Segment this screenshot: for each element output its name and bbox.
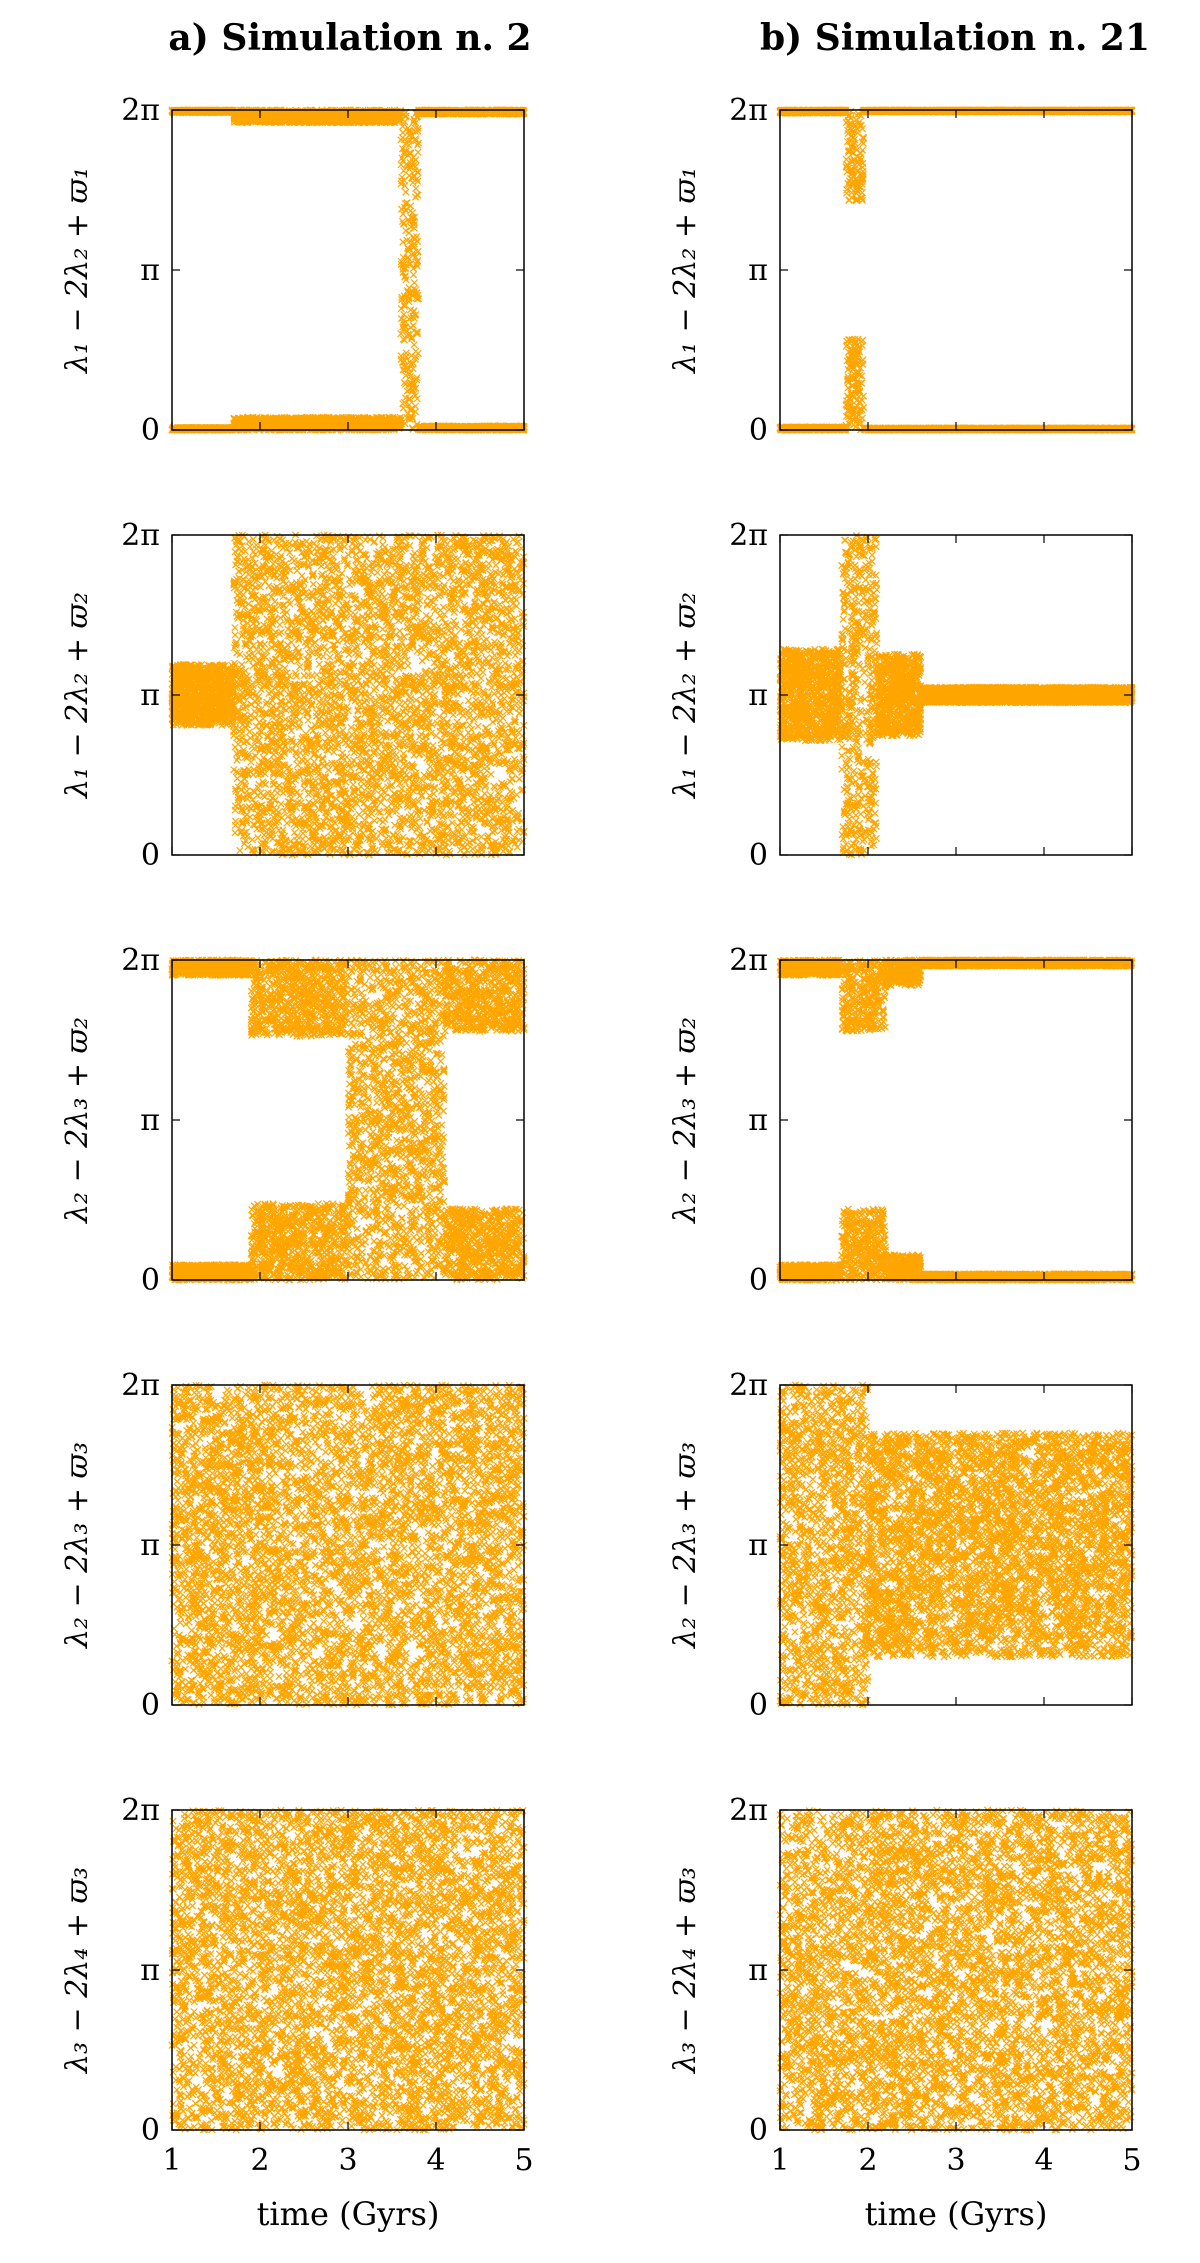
y-tick-label: π bbox=[748, 1528, 768, 1563]
y-tick-label: 2π bbox=[121, 1793, 160, 1828]
x-tick-label: 2 bbox=[858, 2143, 877, 2178]
panel-a-1: 0 π 2π λ₁ − 2λ₂ + ϖ₁ bbox=[60, 93, 528, 448]
y-tick-label: π bbox=[140, 1528, 160, 1563]
y-tick-label: π bbox=[748, 1103, 768, 1138]
plot-frame bbox=[779, 109, 1133, 431]
panel-a-4: 0 π 2π λ₂ − 2λ₃ + ϖ₃ bbox=[60, 1368, 528, 1723]
panel-b-5: 0 π 2π 1 2 3 4 5 λ₃ − 2λ₄ + ϖ₃ time (Gyrs) bbox=[668, 1793, 1142, 2233]
y-tick-label: 2π bbox=[121, 93, 160, 128]
series-a-1 bbox=[168, 106, 528, 434]
y-tick-label: 2π bbox=[729, 1368, 768, 1403]
y-tick-label: π bbox=[140, 1953, 160, 1988]
x-tick-label: 4 bbox=[426, 2143, 445, 2178]
y-axis-label: λ₂ − 2λ₃ + ϖ₂ bbox=[668, 1017, 703, 1224]
scatter-points bbox=[168, 531, 528, 859]
panel-b-3: 0 π 2π λ₂ − 2λ₃ + ϖ₂ bbox=[668, 943, 1136, 1298]
y-axis-label: λ₁ − 2λ₂ + ϖ₂ bbox=[60, 592, 95, 799]
y-tick-label: π bbox=[748, 678, 768, 713]
y-tick-label: 2π bbox=[729, 93, 768, 128]
series-b-2 bbox=[776, 531, 1136, 859]
x-tick-label: 1 bbox=[162, 2143, 181, 2178]
y-tick-label: π bbox=[140, 1103, 160, 1138]
y-tick-label: 0 bbox=[749, 1263, 768, 1298]
y-axis-label: λ₃ − 2λ₄ + ϖ₃ bbox=[60, 1867, 95, 2074]
y-tick-label: 2π bbox=[729, 518, 768, 553]
x-tick-label: 3 bbox=[946, 2143, 965, 2178]
x-tick-label: 4 bbox=[1034, 2143, 1053, 2178]
series-b-5 bbox=[776, 1806, 1136, 2134]
series-b-1 bbox=[776, 106, 1136, 434]
y-tick-label: 0 bbox=[749, 838, 768, 873]
x-axis-label: time (Gyrs) bbox=[257, 2195, 440, 2233]
y-tick-label: 2π bbox=[121, 1368, 160, 1403]
y-tick-label: 0 bbox=[749, 1688, 768, 1723]
panel-b-1: 0 π 2π λ₁ − 2λ₂ + ϖ₁ bbox=[668, 93, 1136, 448]
scatter-points bbox=[776, 956, 1136, 1284]
column-title-b: b) Simulation n. 21 bbox=[760, 17, 1150, 59]
x-tick-label: 5 bbox=[514, 2143, 533, 2178]
series-a-5 bbox=[168, 1806, 528, 2134]
y-axis-label: λ₃ − 2λ₄ + ϖ₃ bbox=[668, 1867, 703, 2074]
y-axis-label: λ₁ − 2λ₂ + ϖ₁ bbox=[668, 167, 703, 374]
y-tick-label: 0 bbox=[141, 1263, 160, 1298]
series-a-3 bbox=[168, 956, 528, 1284]
series-a-2 bbox=[168, 531, 528, 859]
y-tick-label: 2π bbox=[121, 943, 160, 978]
y-axis-label: λ₂ − 2λ₃ + ϖ₃ bbox=[60, 1442, 95, 1649]
scatter-points bbox=[168, 1381, 528, 1709]
y-tick-label: 0 bbox=[749, 413, 768, 448]
plot-frame bbox=[779, 959, 1133, 1281]
y-tick-label: 0 bbox=[141, 2113, 160, 2148]
plot-frame bbox=[171, 109, 525, 431]
panel-b-2: 0 π 2π λ₁ − 2λ₂ + ϖ₂ bbox=[668, 518, 1136, 873]
y-axis-label: λ₂ − 2λ₃ + ϖ₃ bbox=[668, 1442, 703, 1649]
y-tick-label: 2π bbox=[729, 943, 768, 978]
y-tick-label: 0 bbox=[141, 1688, 160, 1723]
series-a-4 bbox=[168, 1381, 528, 1709]
scatter-points bbox=[168, 1806, 528, 2134]
column-title-a: a) Simulation n. 2 bbox=[168, 17, 531, 59]
scatter-points bbox=[776, 531, 1136, 859]
x-tick-label: 2 bbox=[250, 2143, 269, 2178]
panel-a-5: 0 π 2π 1 2 3 4 5 λ₃ − 2λ₄ + ϖ₃ time (Gyrs) bbox=[60, 1793, 534, 2233]
scatter-points bbox=[776, 1806, 1136, 2134]
x-axis-label: time (Gyrs) bbox=[865, 2195, 1048, 2233]
y-tick-label: π bbox=[748, 253, 768, 288]
y-axis-label: λ₁ − 2λ₂ + ϖ₂ bbox=[668, 592, 703, 799]
y-tick-label: 2π bbox=[121, 518, 160, 553]
y-tick-label: π bbox=[748, 1953, 768, 1988]
y-tick-label: 2π bbox=[729, 1793, 768, 1828]
y-tick-label: 0 bbox=[141, 413, 160, 448]
x-tick-label: 5 bbox=[1122, 2143, 1141, 2178]
scatter-points bbox=[168, 956, 528, 1284]
y-tick-label: π bbox=[140, 678, 160, 713]
y-axis-label: λ₁ − 2λ₂ + ϖ₁ bbox=[60, 167, 95, 374]
y-axis-label: λ₂ − 2λ₃ + ϖ₂ bbox=[60, 1017, 95, 1224]
y-tick-label: 0 bbox=[749, 2113, 768, 2148]
x-tick-label: 3 bbox=[338, 2143, 357, 2178]
series-b-3 bbox=[776, 956, 1136, 1284]
panel-b-4: 0 π 2π λ₂ − 2λ₃ + ϖ₃ bbox=[668, 1368, 1136, 1723]
scatter-points bbox=[776, 1381, 1136, 1709]
panel-a-3: 0 π 2π λ₂ − 2λ₃ + ϖ₂ bbox=[60, 943, 528, 1298]
y-tick-label: 0 bbox=[141, 838, 160, 873]
scatter-points bbox=[168, 106, 528, 434]
series-b-4 bbox=[776, 1381, 1136, 1709]
panel-a-2: 0 π 2π λ₁ − 2λ₂ + ϖ₂ bbox=[60, 518, 528, 873]
scatter-points bbox=[776, 106, 1136, 434]
x-tick-label: 1 bbox=[770, 2143, 789, 2178]
y-tick-label: π bbox=[140, 253, 160, 288]
